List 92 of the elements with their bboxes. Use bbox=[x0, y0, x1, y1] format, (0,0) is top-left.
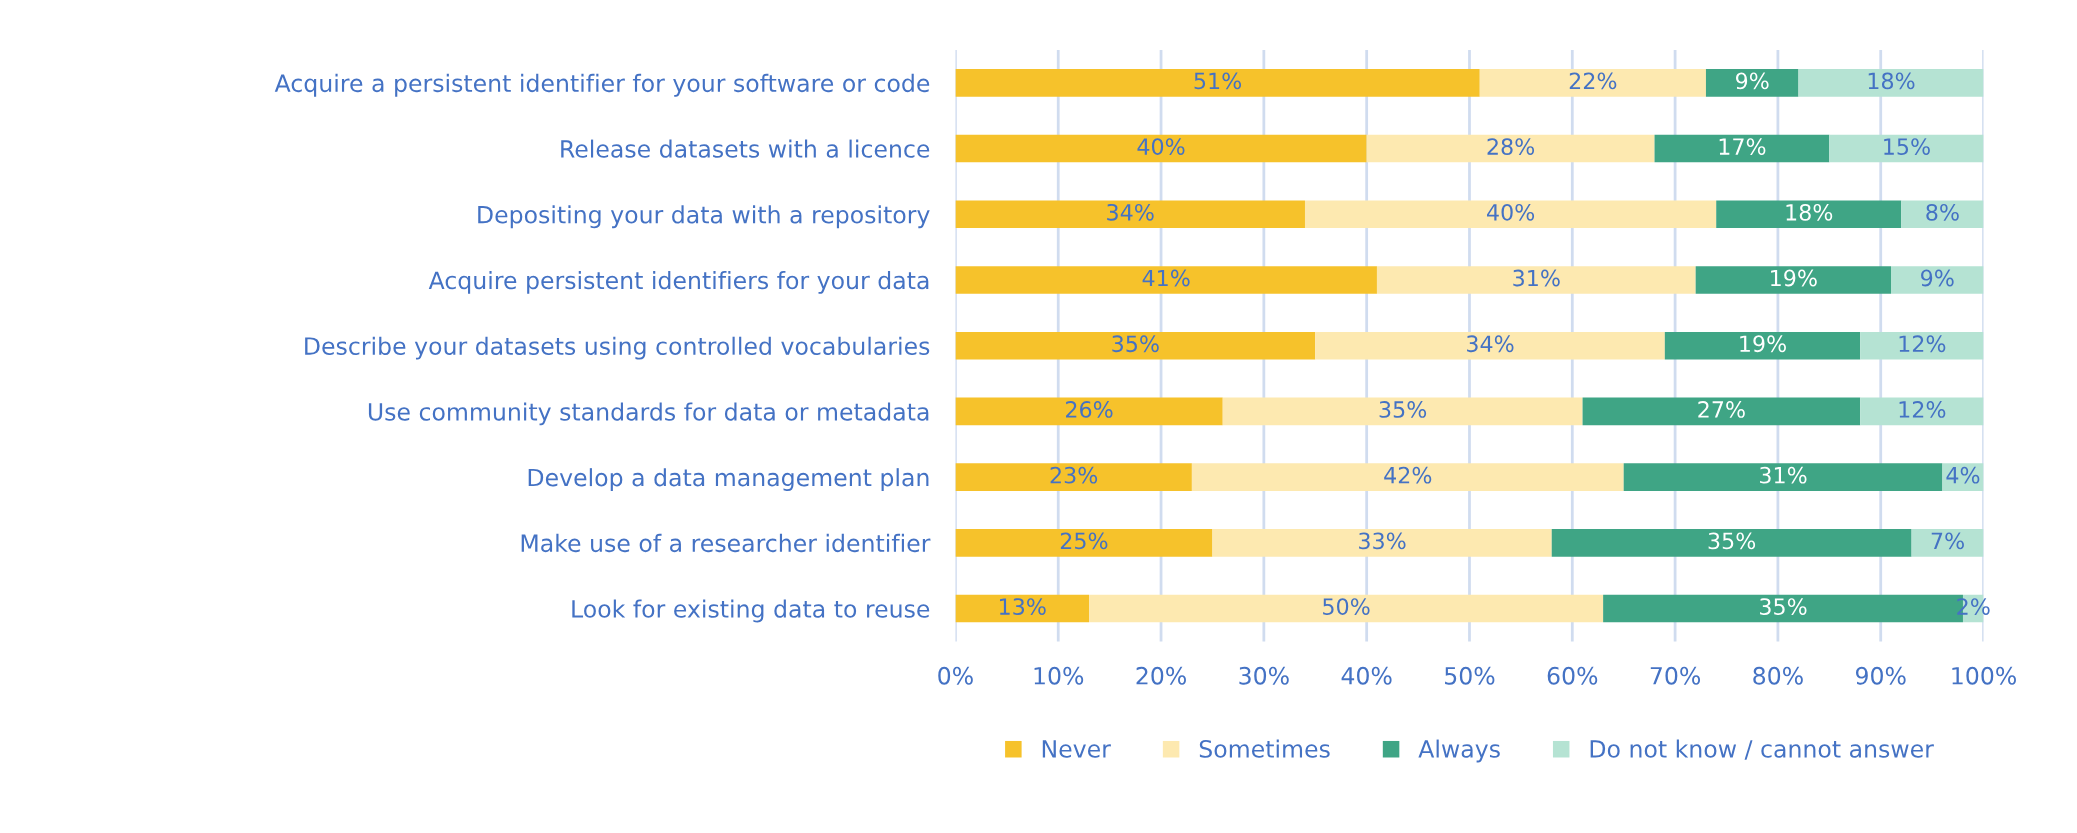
bar bbox=[1654, 134, 1830, 163]
bar bbox=[955, 529, 1213, 557]
bar bbox=[955, 594, 1090, 623]
x-tick-label: 80% bbox=[1753, 666, 1803, 685]
data-label: 50% bbox=[1323, 598, 1370, 615]
bar bbox=[1479, 69, 1706, 97]
x-tick-label: 30% bbox=[1239, 666, 1289, 685]
data-label: 31% bbox=[1513, 269, 1560, 287]
bar bbox=[1705, 69, 1799, 97]
data-label: 18% bbox=[1786, 203, 1833, 221]
data-label: 12% bbox=[1899, 401, 1946, 418]
x-tick-label: 60% bbox=[1547, 666, 1598, 685]
bar bbox=[955, 331, 1316, 360]
bar bbox=[1891, 266, 1984, 294]
data-label: 7% bbox=[1931, 532, 1964, 550]
data-label: 35% bbox=[1708, 532, 1756, 550]
bar bbox=[1623, 463, 1943, 491]
data-label: 28% bbox=[1487, 138, 1535, 155]
bar bbox=[1304, 200, 1717, 229]
data-label: 35% bbox=[1379, 401, 1427, 418]
x-tick-label: 0% bbox=[938, 666, 973, 685]
bar bbox=[955, 200, 1305, 229]
data-label: 12% bbox=[1899, 335, 1946, 353]
x-tick-label: 90% bbox=[1855, 666, 1906, 685]
data-label: 18% bbox=[1868, 72, 1915, 90]
data-label: 9% bbox=[1921, 269, 1954, 287]
bar bbox=[955, 266, 1377, 294]
y-tick-label: Release datasets with a licence bbox=[561, 139, 930, 158]
bar bbox=[955, 463, 1192, 491]
y-tick-label: Use community standards for data or metadata bbox=[368, 402, 929, 426]
bar bbox=[1911, 529, 1984, 557]
bar bbox=[1716, 200, 1902, 229]
y-tick-label: Make use of a researcher identifier bbox=[521, 533, 931, 553]
bar bbox=[1376, 266, 1696, 294]
legend-label: Always bbox=[1418, 739, 1500, 763]
bar bbox=[1798, 69, 1984, 97]
data-label: 17% bbox=[1719, 138, 1766, 155]
data-label: 51% bbox=[1194, 72, 1242, 90]
y-tick-label: Look for existing data to reuse bbox=[572, 599, 930, 623]
bar bbox=[1089, 594, 1604, 623]
bar bbox=[955, 397, 1223, 426]
y-tick-label: Acquire persistent identifiers for your data bbox=[428, 271, 929, 294]
legend-label: Never bbox=[1042, 740, 1111, 758]
data-label: 23% bbox=[1050, 466, 1098, 484]
data-label: 40% bbox=[1486, 203, 1535, 221]
x-tick-label: 40% bbox=[1341, 666, 1392, 685]
data-label: 13% bbox=[999, 598, 1046, 615]
data-label: 26% bbox=[1066, 401, 1113, 418]
data-label: 22% bbox=[1569, 72, 1617, 90]
bar bbox=[955, 69, 1480, 97]
y-tick-label: Depositing your data with a repository bbox=[478, 205, 930, 229]
data-label: 19% bbox=[1740, 335, 1786, 353]
bar bbox=[1829, 134, 1984, 163]
data-label: 27% bbox=[1698, 401, 1745, 418]
x-tick-label: 100% bbox=[1952, 666, 2016, 685]
data-label: 31% bbox=[1760, 466, 1807, 484]
bar bbox=[955, 134, 1367, 163]
bar bbox=[1901, 200, 1984, 229]
data-label: 25% bbox=[1060, 532, 1108, 550]
data-label: 35% bbox=[1760, 598, 1807, 615]
bar bbox=[1551, 529, 1912, 557]
x-tick-label: 20% bbox=[1136, 666, 1186, 685]
bar bbox=[1315, 331, 1665, 360]
bar bbox=[1860, 331, 1984, 360]
data-label: 40% bbox=[1137, 138, 1185, 155]
x-tick-label: 70% bbox=[1650, 666, 1701, 685]
data-label: 9% bbox=[1735, 72, 1769, 90]
y-tick-label: Describe your datasets using controlled vocabularies bbox=[305, 336, 930, 360]
bar bbox=[1695, 266, 1891, 294]
bar bbox=[1582, 397, 1861, 426]
data-label: 33% bbox=[1359, 532, 1406, 550]
data-label: 8% bbox=[1926, 203, 1959, 221]
legend-label: Sometimes bbox=[1199, 739, 1330, 758]
data-label: 19% bbox=[1771, 269, 1817, 287]
bar bbox=[1212, 529, 1552, 557]
data-label: 15% bbox=[1884, 138, 1930, 155]
data-label: 35% bbox=[1112, 335, 1159, 353]
data-label: 42% bbox=[1384, 466, 1432, 484]
data-label: 34% bbox=[1107, 203, 1154, 221]
y-tick-label: Develop a data management plan bbox=[528, 468, 929, 491]
data-label: 41% bbox=[1142, 269, 1190, 287]
data-label: 4% bbox=[1946, 466, 1980, 484]
bar bbox=[1366, 134, 1655, 163]
bar bbox=[1222, 397, 1583, 426]
legend-label: Do not know / cannot answer bbox=[1590, 739, 1934, 760]
x-tick-label: 50% bbox=[1445, 666, 1495, 685]
bar bbox=[1664, 331, 1861, 360]
data-label: 34% bbox=[1467, 335, 1514, 353]
bar bbox=[1860, 397, 1984, 426]
bar bbox=[1191, 463, 1624, 491]
x-tick-label: 10% bbox=[1034, 666, 1084, 685]
y-tick-label: Acquire a persistent identifier for your software or code bbox=[274, 73, 930, 97]
